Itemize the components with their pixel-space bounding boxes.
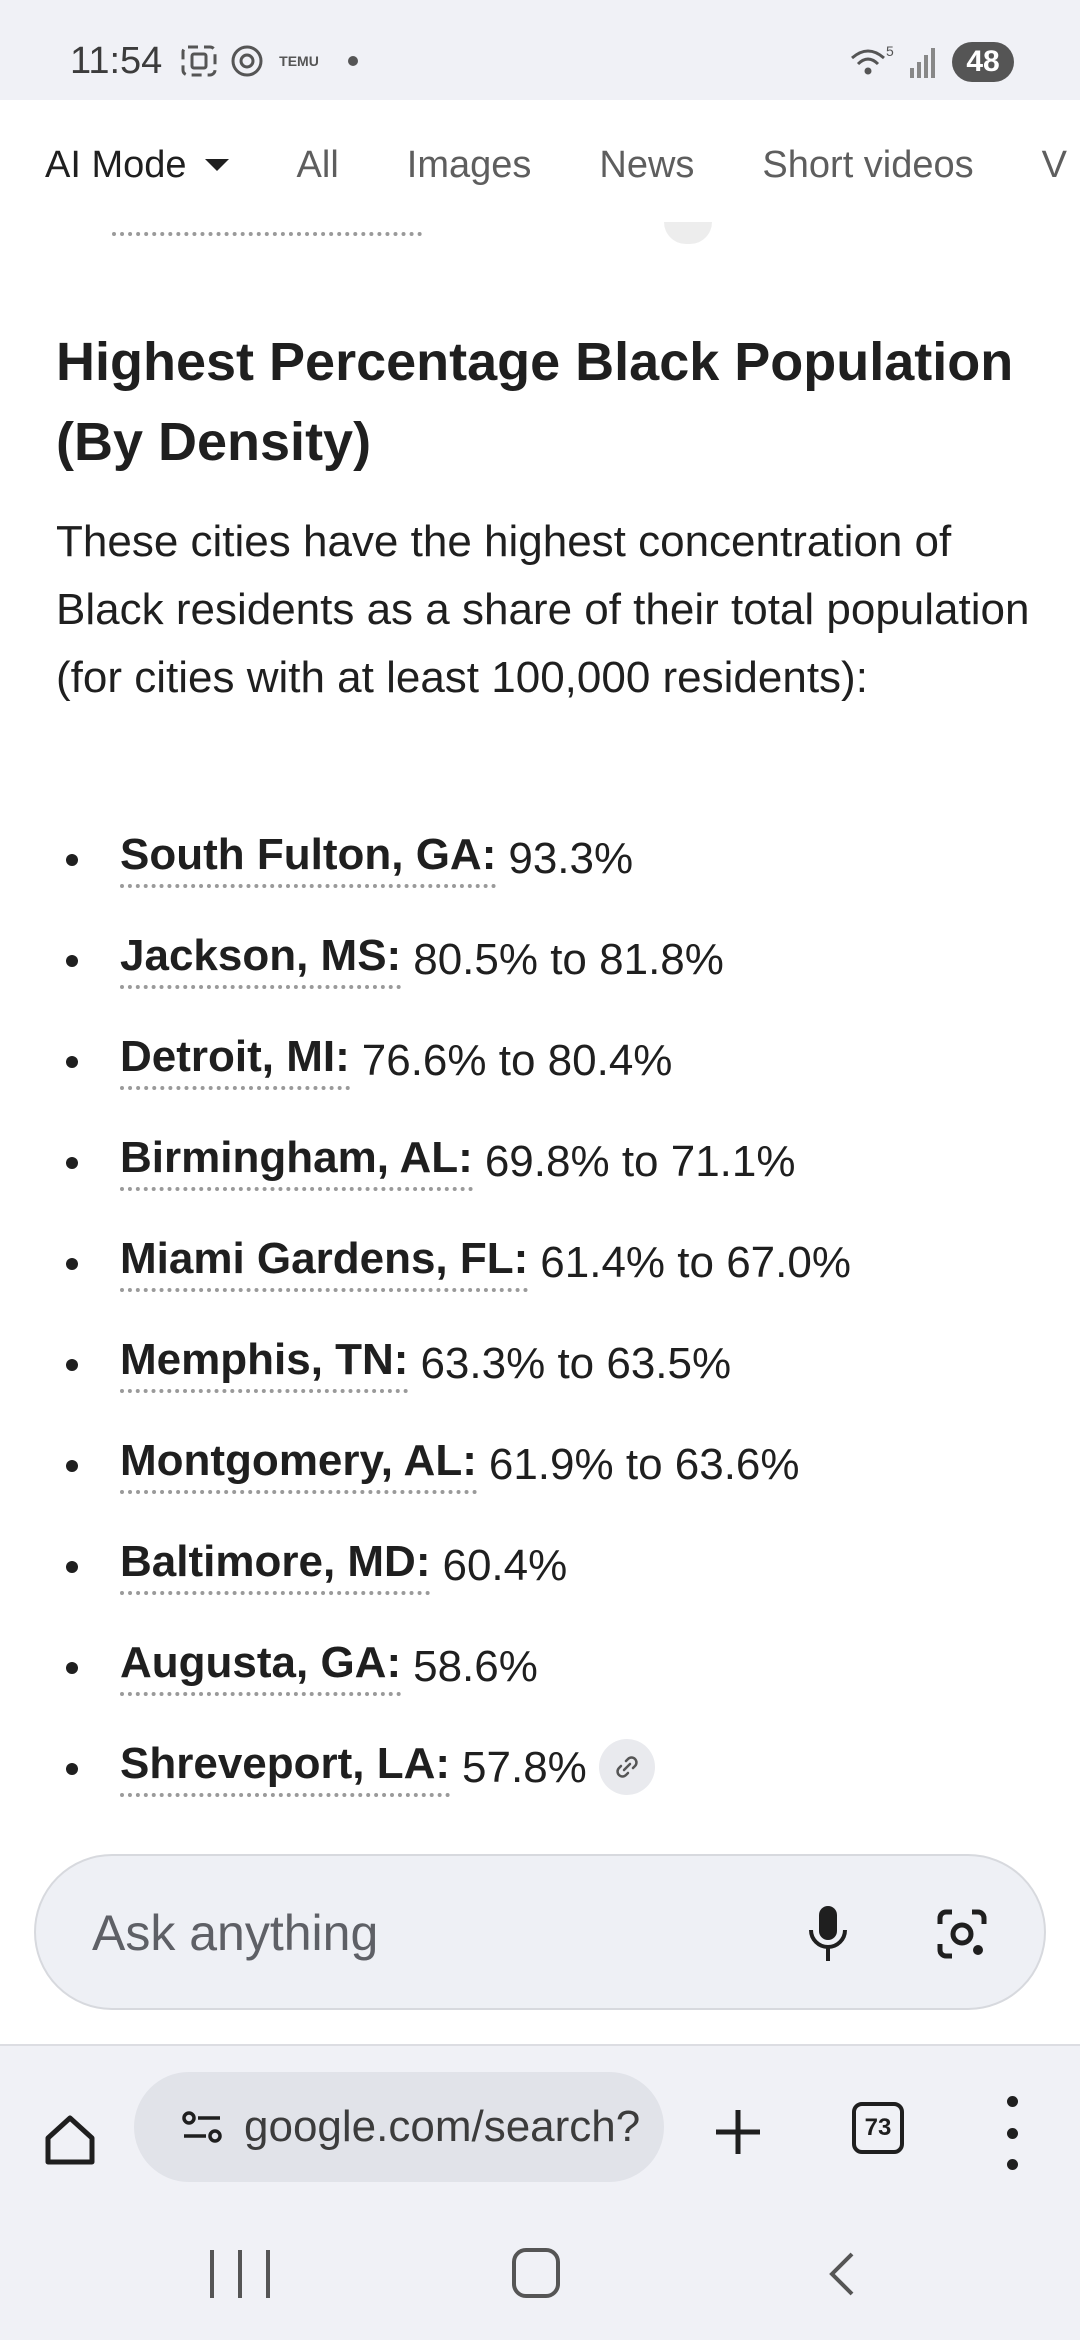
site-settings-icon — [182, 2111, 222, 2143]
bullet — [66, 1662, 78, 1674]
status-bar: 11:54 TEMU 5 48 — [0, 0, 1080, 100]
city-name-link[interactable]: Miami Gardens, FL: — [120, 1230, 529, 1292]
city-value: 61.9% to 63.6% — [488, 1440, 800, 1489]
bullet — [66, 1359, 78, 1371]
city-value: 57.8% — [462, 1743, 587, 1792]
city-name-link[interactable]: Memphis, TN: — [120, 1331, 409, 1393]
status-notification-icons: TEMU — [180, 44, 358, 78]
list-item: Memphis, TN: 63.3% to 63.5% — [56, 1331, 1056, 1432]
dot-icon — [348, 56, 358, 66]
browser-toolbar: google.com/search? 73 — [0, 2044, 1080, 2224]
bullet — [66, 1056, 78, 1068]
voice-search-button[interactable] — [788, 1894, 868, 1974]
list-item: South Fulton, GA: 93.3% — [56, 826, 1056, 927]
bullet — [66, 1561, 78, 1573]
status-time: 11:54 — [70, 40, 163, 82]
city-value: 63.3% to 63.5% — [420, 1339, 732, 1388]
more-vert-icon[interactable] — [990, 2096, 1034, 2170]
wifi-label: 5 — [886, 44, 894, 59]
city-value: 60.4% — [442, 1541, 568, 1590]
system-home-button[interactable] — [512, 2248, 560, 2298]
city-value: 93.3% — [508, 834, 634, 883]
section-intro: These cities have the highest concentrat… — [56, 517, 1030, 702]
back-button[interactable] — [820, 2250, 864, 2298]
tab-news[interactable]: News — [599, 143, 695, 186]
bullet — [66, 1258, 78, 1270]
city-value: 61.4% to 67.0% — [540, 1238, 851, 1287]
tab-switcher-button[interactable]: 73 — [852, 2102, 904, 2154]
city-value: 69.8% to 71.1% — [484, 1137, 796, 1186]
list-item: Jackson, MS: 80.5% to 81.8% — [56, 927, 1056, 1028]
ask-placeholder: Ask anything — [92, 1905, 379, 1961]
microphone-icon — [809, 1906, 847, 1961]
scrolled-content-edge — [112, 232, 422, 236]
tab-images[interactable]: Images — [406, 143, 532, 186]
home-icon — [45, 2115, 95, 2165]
ask-input[interactable]: Ask anything — [34, 1854, 1046, 2010]
tab-all[interactable]: All — [296, 143, 339, 186]
search-tab-bar: AI Mode All Images News Short videos V — [0, 100, 1080, 230]
temu-icon: TEMU — [279, 53, 319, 69]
bullet — [66, 854, 78, 866]
list-item: Augusta, GA: 58.6% — [56, 1634, 1056, 1735]
battery-indicator: 48 — [952, 42, 1014, 82]
address-bar[interactable]: google.com/search? — [134, 2072, 664, 2182]
city-name-link[interactable]: Montgomery, AL: — [120, 1432, 477, 1494]
status-system-icons: 5 48 — [848, 42, 1014, 82]
tab-ai-mode[interactable]: AI Mode — [45, 144, 229, 187]
source-link-button[interactable] — [598, 1739, 655, 1795]
list-item: Shreveport, LA: 57.8% — [56, 1735, 1056, 1836]
bullet — [66, 1157, 78, 1169]
list-item: Baltimore, MD: 60.4% — [56, 1533, 1056, 1634]
new-tab-button[interactable] — [706, 2100, 770, 2164]
bullet — [66, 955, 78, 967]
home-button[interactable] — [36, 2106, 104, 2174]
city-name-link[interactable]: Jackson, MS: — [120, 927, 402, 989]
city-name-link[interactable]: Birmingham, AL: — [120, 1129, 473, 1191]
lens-search-button[interactable] — [922, 1894, 1002, 1974]
plus-icon — [716, 2110, 760, 2154]
camera-lens-icon — [937, 1909, 987, 1959]
list-item: Detroit, MI: 76.6% to 80.4% — [56, 1028, 1056, 1129]
tab-ai-mode-label: AI Mode — [45, 143, 187, 186]
list-item: Birmingham, AL: 69.8% to 71.1% — [56, 1129, 1056, 1230]
list-item: Miami Gardens, FL: 61.4% to 67.0% — [56, 1230, 1056, 1331]
system-navigation-bar — [0, 2224, 1080, 2340]
scrolled-link-chip — [664, 222, 712, 244]
chevron-down-icon — [204, 159, 229, 171]
city-name-link[interactable]: South Fulton, GA: — [120, 826, 497, 888]
threads-icon — [231, 45, 263, 77]
city-name-link[interactable]: Detroit, MI: — [120, 1028, 350, 1090]
list-item: Montgomery, AL: 61.9% to 63.6% — [56, 1432, 1056, 1533]
wifi-icon: 5 — [851, 44, 894, 75]
tab-more[interactable]: V — [1041, 143, 1068, 186]
link-icon — [616, 1756, 638, 1778]
city-list: South Fulton, GA: 93.3% Jackson, MS: 80.… — [56, 826, 1056, 1836]
city-name-link[interactable]: Augusta, GA: — [120, 1634, 402, 1696]
city-value: 58.6% — [413, 1642, 538, 1691]
tab-short-videos[interactable]: Short videos — [762, 143, 974, 186]
recents-button[interactable] — [210, 2250, 270, 2300]
screenshot-icon — [181, 45, 217, 77]
url-text: google.com/search? — [244, 2102, 641, 2151]
city-name-link[interactable]: Baltimore, MD: — [120, 1533, 431, 1595]
bullet — [66, 1763, 78, 1775]
bullet — [66, 1460, 78, 1472]
city-name-link[interactable]: Shreveport, LA: — [120, 1735, 451, 1797]
city-value: 76.6% to 80.4% — [361, 1036, 673, 1085]
city-value: 80.5% to 81.8% — [413, 935, 724, 984]
signal-icon — [910, 48, 935, 78]
section-heading: Highest Percentage Black Population (By … — [56, 332, 1014, 472]
